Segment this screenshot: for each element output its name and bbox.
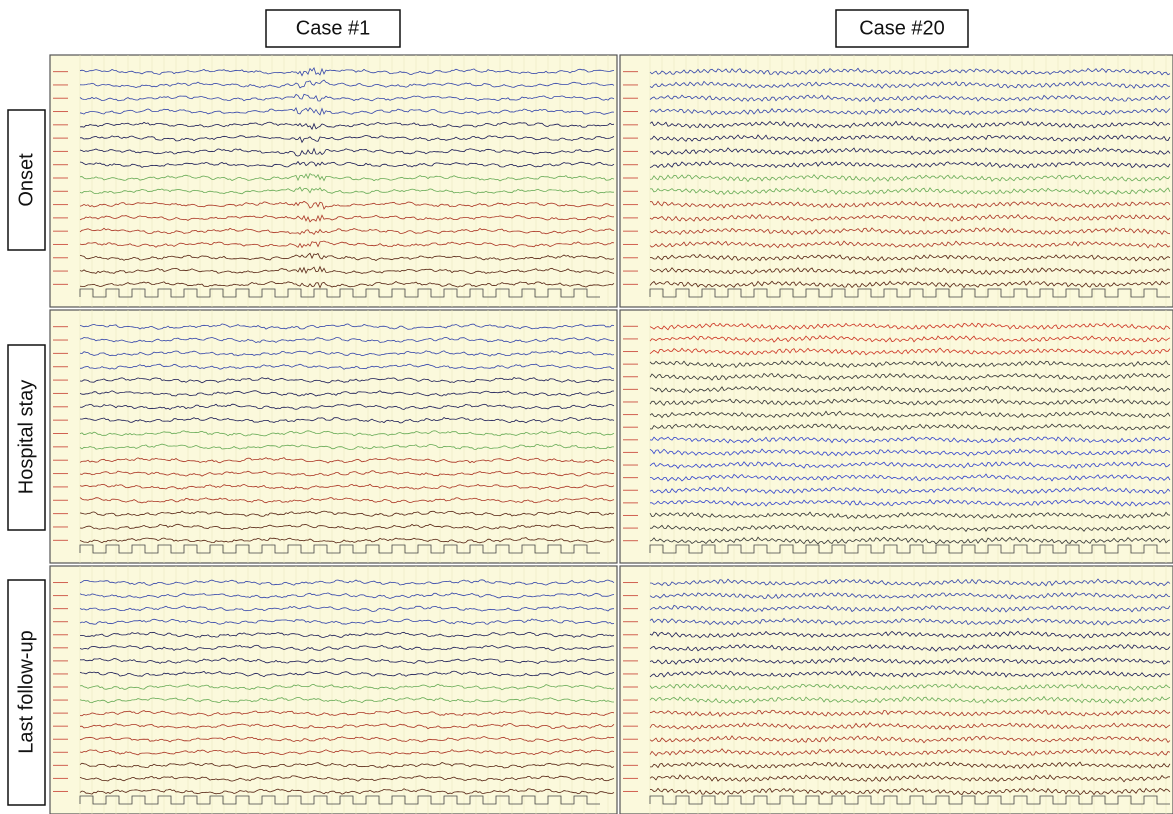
eeg-panel <box>50 566 617 814</box>
panels <box>50 55 1173 814</box>
eeg-panel <box>50 310 617 563</box>
column-header: Case #1 <box>296 17 371 39</box>
row-header: Hospital stay <box>15 380 37 495</box>
calibration-signal <box>650 796 1170 804</box>
page: Case #1 Case #20 Onset Hospital stay Las… <box>0 0 1173 814</box>
eeg-panel <box>620 55 1173 307</box>
column-header: Case #20 <box>859 17 945 39</box>
row-header: Onset <box>15 153 37 207</box>
calibration-signal <box>650 289 1170 297</box>
calibration-signal <box>80 289 600 297</box>
row-header: Last follow-up <box>15 630 37 753</box>
eeg-figure: Case #1 Case #20 Onset Hospital stay Las… <box>0 0 1173 814</box>
calibration-signal <box>80 545 600 553</box>
eeg-panel <box>620 310 1173 563</box>
calibration-signal <box>80 796 600 804</box>
eeg-panel <box>50 55 617 307</box>
calibration-signal <box>650 545 1170 553</box>
